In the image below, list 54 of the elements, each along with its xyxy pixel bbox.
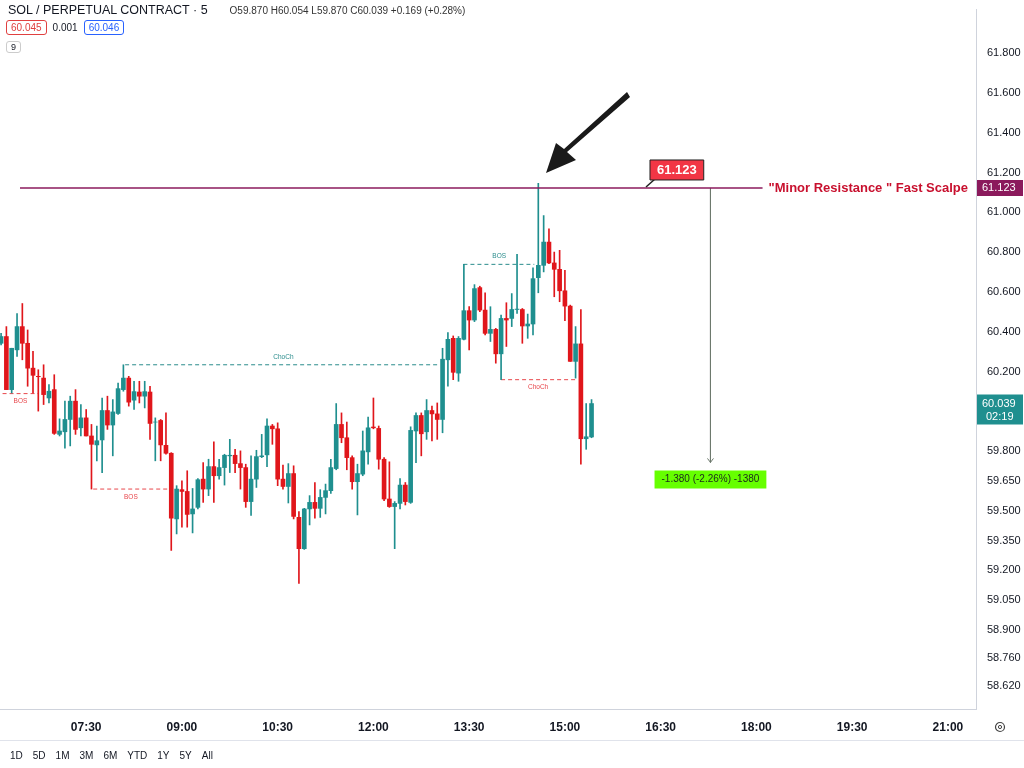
x-tick-label: 07:30: [70, 720, 102, 735]
chart-subtitle: O59.870 H60.054 L59.870 C60.039 +0.169 (+0.28%): [229, 5, 466, 16]
candlestick: [434, 402, 440, 440]
text: 02:19: [986, 409, 1014, 422]
text: 5Y: [179, 749, 192, 761]
annotation: 60.045: [6, 20, 47, 35]
y-tick-label: 59.500: [987, 503, 1021, 516]
x-tick-label: 15:00: [549, 720, 581, 735]
text: 3M: [79, 749, 94, 761]
text: 5D: [32, 749, 46, 761]
y-tick-label: 61.200: [987, 165, 1021, 178]
y-tick-label: 61.600: [987, 86, 1021, 99]
candlestick: [142, 380, 148, 409]
y-tick-label: 59.350: [987, 533, 1021, 546]
annotation: 60.046: [83, 20, 125, 35]
x-tick-label: 21:00: [932, 720, 964, 735]
x-tick-label: 16:30: [645, 720, 677, 735]
ref-line-label: "Minor Resistance " Fast Scalpe: [768, 179, 968, 195]
annotation: 9: [6, 41, 22, 53]
chart-title: SOL / PERPETUAL CONTRACT · 5: [8, 3, 208, 17]
y-tick-label: 58.760: [987, 650, 1021, 663]
y-tick-label: 59.650: [987, 473, 1021, 486]
annotation: 0.001: [52, 22, 78, 33]
candlestick: [312, 482, 318, 519]
text: YTD: [127, 749, 148, 761]
y-tick-label: 59.050: [987, 593, 1021, 606]
x-tick-label: 12:00: [358, 720, 390, 735]
y-tick-label: 59.800: [987, 444, 1021, 457]
y-tick-label: 59.200: [987, 563, 1021, 576]
text: All: [201, 749, 213, 761]
x-tick-label: 13:30: [453, 720, 485, 735]
y-tick-label: 60.600: [987, 285, 1021, 298]
x-tick-label: 09:00: [166, 720, 198, 735]
text: 1M: [55, 749, 70, 761]
y-tick-label: 60.400: [987, 324, 1021, 337]
text: 1D: [10, 749, 23, 761]
y-tick-label: 60.800: [987, 245, 1021, 258]
annotation: -1.380 (-2.26%) -1380: [661, 473, 760, 485]
y-tick-label: 58.620: [987, 678, 1021, 691]
y-tick-label: 58.900: [987, 623, 1021, 636]
x-tick-label: 19:30: [836, 720, 868, 735]
y-tick-label: 61.400: [987, 125, 1021, 138]
text: 60.039: [982, 396, 1016, 409]
x-tick-label: 18:00: [741, 720, 773, 735]
candlestick: [200, 462, 206, 503]
text: 1Y: [157, 749, 170, 761]
y-tick-label: 61.000: [987, 205, 1021, 218]
y-tick-label: 60.200: [987, 364, 1021, 377]
candlestick: [35, 369, 41, 412]
y-tick-label: 61.800: [987, 46, 1021, 59]
x-tick-label: 10:30: [262, 720, 294, 735]
text: 61.123: [982, 181, 1016, 194]
annotation: 61.123: [656, 161, 697, 177]
text: 6M: [103, 749, 118, 761]
